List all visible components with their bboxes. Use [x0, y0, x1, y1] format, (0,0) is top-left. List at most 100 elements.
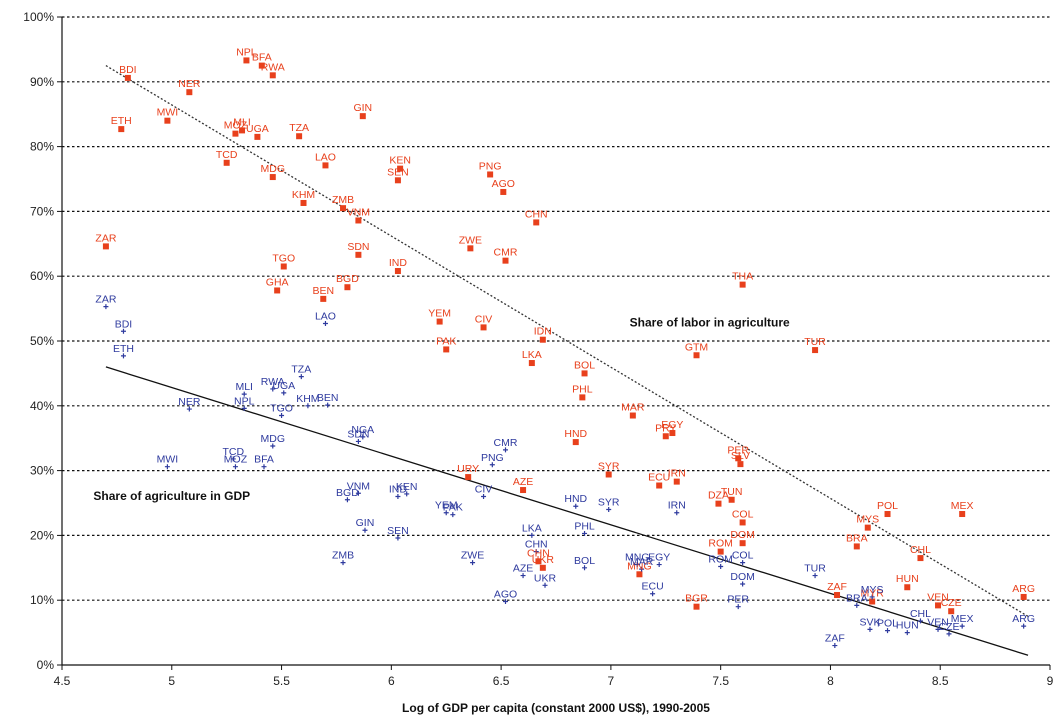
label-gdp-zwe: ZWE	[461, 550, 484, 562]
label-labor-ken: KEN	[389, 155, 411, 167]
axes: 0% 10% 20% 30% 40% 50% 60% 70% 80% 90% 100% 4.5 5 5.5…	[23, 10, 1053, 688]
point-gdp-dom	[740, 581, 746, 587]
x-tick-label: 9	[1047, 674, 1054, 688]
label-gdp-rwa: RWA	[261, 376, 285, 388]
point-labor-slv	[737, 461, 744, 468]
point-labor-bdi	[124, 74, 131, 81]
label-labor-chl: CHL	[910, 544, 931, 556]
point-gdp-per	[735, 604, 741, 610]
point-gdp-mar	[639, 566, 645, 572]
point-labor-phl	[579, 394, 586, 401]
label-labor-mli: MLI	[233, 116, 251, 128]
label-labor-civ: CIV	[475, 313, 493, 325]
point-gdp-ago	[503, 598, 509, 604]
label-gdp-irn: IRN	[668, 500, 686, 512]
point-gdp-ner	[186, 406, 192, 412]
label-gdp-mex: MEX	[951, 613, 974, 625]
point-labor-ago	[500, 188, 507, 195]
label-gdp-dom: DOM	[730, 571, 755, 583]
label-labor-tza: TZA	[289, 122, 309, 134]
point-labor-pak	[443, 346, 450, 353]
point-gdp-ven	[935, 626, 941, 632]
label-labor-tur: TUR	[804, 336, 826, 348]
point-labor-gha	[274, 287, 281, 294]
label-labor-vnm: VNM	[347, 206, 370, 218]
label-gdp-sen: SEN	[387, 525, 409, 537]
point-labor-irn	[673, 478, 680, 485]
label-labor-ner: NER	[178, 78, 201, 90]
point-labor-ven	[935, 602, 942, 609]
label-gdp-mys: MYS	[861, 584, 884, 596]
point-gdp-gin	[362, 527, 368, 533]
label-gdp-mli: MLI	[235, 381, 253, 393]
point-labor-syr	[605, 471, 612, 478]
point-labor-chl	[917, 555, 924, 562]
label-gdp-eth: ETH	[113, 343, 134, 355]
point-gdp-svk	[867, 626, 873, 632]
label-labor-idn: IDN	[534, 326, 552, 338]
label-labor-pol: POL	[877, 500, 898, 512]
x-tick-label: 5.5	[273, 674, 290, 688]
label-gdp-bdi: BDI	[115, 318, 133, 330]
label-labor-phl: PHL	[572, 383, 593, 395]
label-labor-arg: ARG	[1012, 583, 1035, 595]
y-tick-label: 60%	[30, 269, 54, 283]
y-tick-label: 50%	[30, 334, 54, 348]
label-labor-hnd: HND	[564, 428, 587, 440]
label-gdp-moz: MOZ	[224, 454, 248, 466]
point-labor-sdn	[355, 251, 362, 258]
y-tick-label: 80%	[30, 140, 54, 154]
point-labor-sen	[394, 177, 401, 184]
point-gdp-ben	[325, 402, 331, 408]
label-labor-ven: VEN	[927, 591, 949, 603]
point-labor-yem	[436, 318, 443, 325]
point-labor-pry	[662, 433, 669, 440]
label-gdp-bol: BOL	[574, 555, 595, 567]
label-labor-bol: BOL	[574, 359, 595, 371]
label-gdp-svk: SVK	[859, 616, 880, 628]
point-gdp-tur	[812, 573, 818, 579]
point-labor-bgd	[344, 284, 351, 291]
label-gdp-cze: CZE	[939, 621, 960, 633]
label-labor-hun: HUN	[896, 573, 919, 585]
point-gdp-chn	[533, 549, 539, 555]
point-labor-cze	[948, 608, 955, 615]
label-gdp-mwi: MWI	[157, 454, 179, 466]
label-gdp-yem: YEM	[435, 500, 458, 512]
point-labor-tcd	[223, 159, 230, 166]
point-labor-mdg	[269, 174, 276, 181]
point-gdp-uga	[281, 390, 287, 396]
point-gdp-ind	[395, 494, 401, 500]
point-gdp-zmb	[340, 560, 346, 566]
point-labor-dom	[739, 540, 746, 547]
point-gdp-egy	[656, 562, 662, 568]
label-gdp-sdn: SDN	[347, 428, 369, 440]
label-gdp-zar: ZAR	[95, 294, 116, 306]
label-gdp-nga: NGA	[351, 424, 374, 436]
point-labor-col	[739, 519, 746, 526]
label-labor-ukr: UKR	[532, 554, 555, 566]
point-labor-chn	[533, 219, 540, 226]
point-labor-khm	[300, 199, 307, 206]
label-gdp-ukr: UKR	[534, 572, 557, 584]
point-gdp-mli	[241, 391, 247, 397]
label-gdp-ben: BEN	[317, 392, 339, 404]
label-labor-col: COL	[732, 508, 754, 520]
label-labor-aze: AZE	[513, 476, 533, 488]
label-gdp-mdg: MDG	[261, 433, 286, 445]
point-gdp-sdn	[355, 438, 361, 444]
label-gdp-png: PNG	[481, 452, 504, 464]
label-gdp-hnd: HND	[564, 493, 587, 505]
point-labor-zmb	[340, 205, 347, 212]
label-gdp-pak: PAK	[443, 502, 463, 514]
x-axis-title: Log of GDP per capita (constant 2000 US$…	[402, 701, 710, 715]
point-gdp-moz	[232, 464, 238, 470]
point-labor-cmr	[502, 257, 509, 264]
point-gdp-chl	[917, 618, 923, 624]
label-labor-bra: BRA	[846, 532, 868, 544]
label-labor-zmb: ZMB	[332, 194, 354, 206]
point-labor-tur	[812, 347, 819, 354]
point-labor-zar	[102, 243, 109, 250]
label-labor-myr: MYR	[860, 587, 884, 599]
